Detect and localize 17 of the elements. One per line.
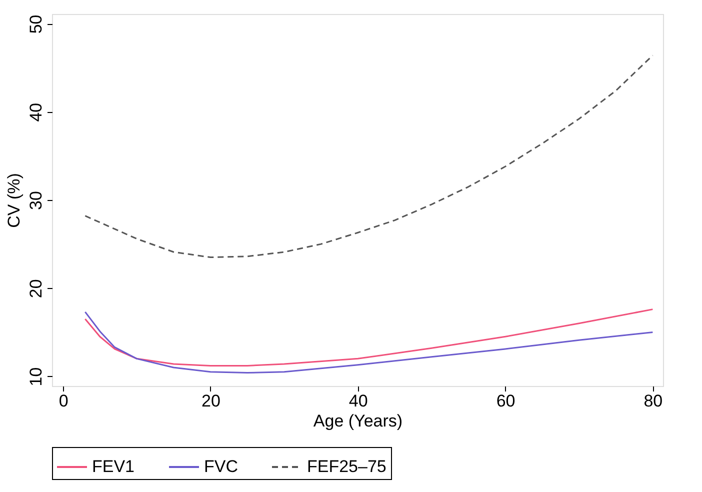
legend-label: FEF25–75 — [307, 457, 386, 476]
x-tick-label: 80 — [644, 392, 663, 410]
legend-label: FEV1 — [92, 457, 135, 476]
x-tick-label: 20 — [202, 392, 220, 410]
y-tick-label: 50 — [26, 14, 46, 34]
line-series — [84, 311, 654, 374]
x-tick-label: 40 — [348, 392, 368, 410]
y-tick-label: 40 — [26, 102, 46, 122]
y-tick-label: 10 — [26, 367, 46, 386]
y-tick-label: 20 — [26, 279, 46, 298]
y-tick-label: 30 — [26, 191, 46, 210]
legend-label: FVC — [204, 457, 238, 476]
line-series — [84, 308, 654, 366]
x-tick-label: 60 — [496, 392, 516, 410]
x-axis-title: Age (Years) — [313, 412, 403, 430]
x-tick-label: 0 — [58, 392, 68, 410]
y-axis-title: CV (%) — [4, 173, 24, 228]
